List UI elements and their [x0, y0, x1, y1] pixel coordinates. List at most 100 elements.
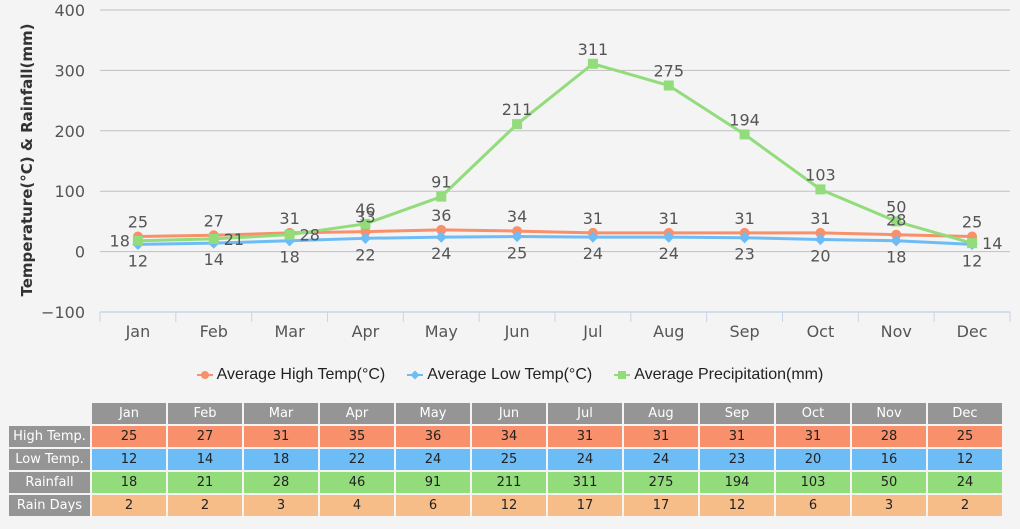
- table-cell: 16: [852, 449, 926, 470]
- data-label: 31: [734, 209, 754, 228]
- table-cell: 36: [396, 426, 470, 447]
- data-label: 34: [507, 207, 527, 226]
- x-axis: Jan Feb Mar Apr May Jun Jul Aug Sep Oct Nov Dec: [99, 311, 1011, 341]
- data-point-marker: [967, 238, 978, 249]
- data-label: 24: [659, 244, 679, 263]
- table-cell: 4: [320, 495, 394, 516]
- y-tick-label: 0: [75, 243, 85, 262]
- data-label: 194: [729, 110, 760, 129]
- row-header: Rainfall: [9, 472, 90, 493]
- table-cell: 12: [92, 449, 166, 470]
- table-cell: 12: [928, 449, 1002, 470]
- data-label: 21: [224, 230, 244, 249]
- table-cell: 21: [168, 472, 242, 493]
- data-label: 50: [886, 197, 906, 216]
- table-cell: 31: [624, 426, 698, 447]
- y-axis-label: Temperature(°C) & Rainfall(mm): [18, 23, 36, 296]
- data-label: 28: [886, 211, 906, 230]
- y-tick-label: 200: [54, 122, 85, 141]
- x-tick-label: Jun: [504, 322, 530, 341]
- data-label: 28: [300, 226, 320, 245]
- data-point-marker: [360, 226, 371, 237]
- table-cell: 2: [168, 495, 242, 516]
- table-cell: 17: [624, 495, 698, 516]
- data-label: 31: [279, 209, 299, 228]
- y-tick-label: −100: [41, 303, 85, 322]
- table-cell: 6: [396, 495, 470, 516]
- data-label: 18: [279, 248, 299, 267]
- month-header-may: May: [396, 403, 470, 424]
- month-header-jul: Jul: [548, 403, 622, 424]
- x-tick-label: Jul: [582, 322, 602, 341]
- table-cell: 27: [168, 426, 242, 447]
- table-cell: 22: [320, 449, 394, 470]
- data-label: 91: [431, 173, 451, 192]
- table-cell: 311: [548, 472, 622, 493]
- table-cell: 18: [92, 472, 166, 493]
- data-point-marker: [587, 58, 598, 69]
- table-cell: 25: [92, 426, 166, 447]
- x-tick-label: Sep: [730, 322, 760, 341]
- legend-label: Average Low Temp(°C): [427, 366, 593, 383]
- month-header-aug: Aug: [624, 403, 698, 424]
- table-cell: 17: [548, 495, 622, 516]
- table-cell: 3: [244, 495, 318, 516]
- table-cell: 24: [624, 449, 698, 470]
- data-label: 22: [355, 245, 375, 264]
- legend-item-high-temp[interactable]: Average High Temp(°C): [196, 366, 385, 384]
- table-cell: 14: [168, 449, 242, 470]
- data-label: 103: [805, 165, 836, 184]
- table-cell: 28: [244, 472, 318, 493]
- data-label: 25: [962, 213, 982, 232]
- table-row: High Temp. 25 27 31 35 36 34 31 31 31 31 28 25: [9, 426, 1002, 447]
- month-header-jan: Jan: [92, 403, 166, 424]
- table-cell: 20: [776, 449, 850, 470]
- table-cell: 91: [396, 472, 470, 493]
- month-header-jun: Jun: [472, 403, 546, 424]
- table-cell: 2: [928, 495, 1002, 516]
- data-point-marker: [512, 119, 523, 130]
- data-label: 23: [734, 245, 754, 264]
- table-cell: 25: [928, 426, 1002, 447]
- table-cell: 103: [776, 472, 850, 493]
- table-cell: 46: [320, 472, 394, 493]
- table-cell: 12: [472, 495, 546, 516]
- data-label: 31: [583, 209, 603, 228]
- data-point-marker: [739, 129, 750, 140]
- table-body: High Temp. 25 27 31 35 36 34 31 31 31 31 28 25 Low Te…: [9, 426, 1002, 516]
- x-tick-label: Nov: [881, 322, 912, 341]
- table-row: Low Temp. 12 14 18 22 24 25 24 24 23 20 16 12: [9, 449, 1002, 470]
- month-header-nov: Nov: [852, 403, 926, 424]
- data-point-marker: [891, 216, 902, 227]
- series-line-1: [137, 234, 973, 246]
- legend-item-precipitation[interactable]: Average Precipitation(mm): [614, 366, 823, 384]
- table-cell: 18: [244, 449, 318, 470]
- y-tick-label: 300: [54, 61, 85, 80]
- table-cell: 31: [548, 426, 622, 447]
- series-line-2: [137, 62, 973, 245]
- legend-item-low-temp[interactable]: Average Low Temp(°C): [407, 366, 592, 384]
- y-tick-label: 100: [54, 182, 85, 201]
- x-tick-label: Jan: [125, 322, 151, 341]
- month-header-apr: Apr: [320, 403, 394, 424]
- data-point-marker: [360, 218, 371, 229]
- table-cell: 31: [700, 426, 774, 447]
- data-point-marker: [890, 235, 902, 247]
- table-cell: 28: [852, 426, 926, 447]
- data-label: 36: [431, 206, 451, 225]
- data-point-marker: [436, 191, 447, 202]
- data-label: 24: [583, 244, 603, 263]
- data-point-marker: [511, 230, 523, 243]
- data-label: 12: [962, 251, 982, 270]
- x-tick-label: Dec: [957, 322, 988, 341]
- table-cell: 31: [776, 426, 850, 447]
- climate-line-chart: −100 0 100 200 300 400 Temperature(°C) & Rain…: [18, 1, 1011, 341]
- chart-gridlines: [100, 9, 1010, 253]
- data-point-marker: [359, 232, 372, 244]
- table-cell: 194: [700, 472, 774, 493]
- data-point-marker: [284, 229, 295, 240]
- data-label: 31: [810, 209, 830, 228]
- table-cell: 211: [472, 472, 546, 493]
- month-header-sep: Sep: [700, 403, 774, 424]
- data-label: 14: [204, 250, 224, 269]
